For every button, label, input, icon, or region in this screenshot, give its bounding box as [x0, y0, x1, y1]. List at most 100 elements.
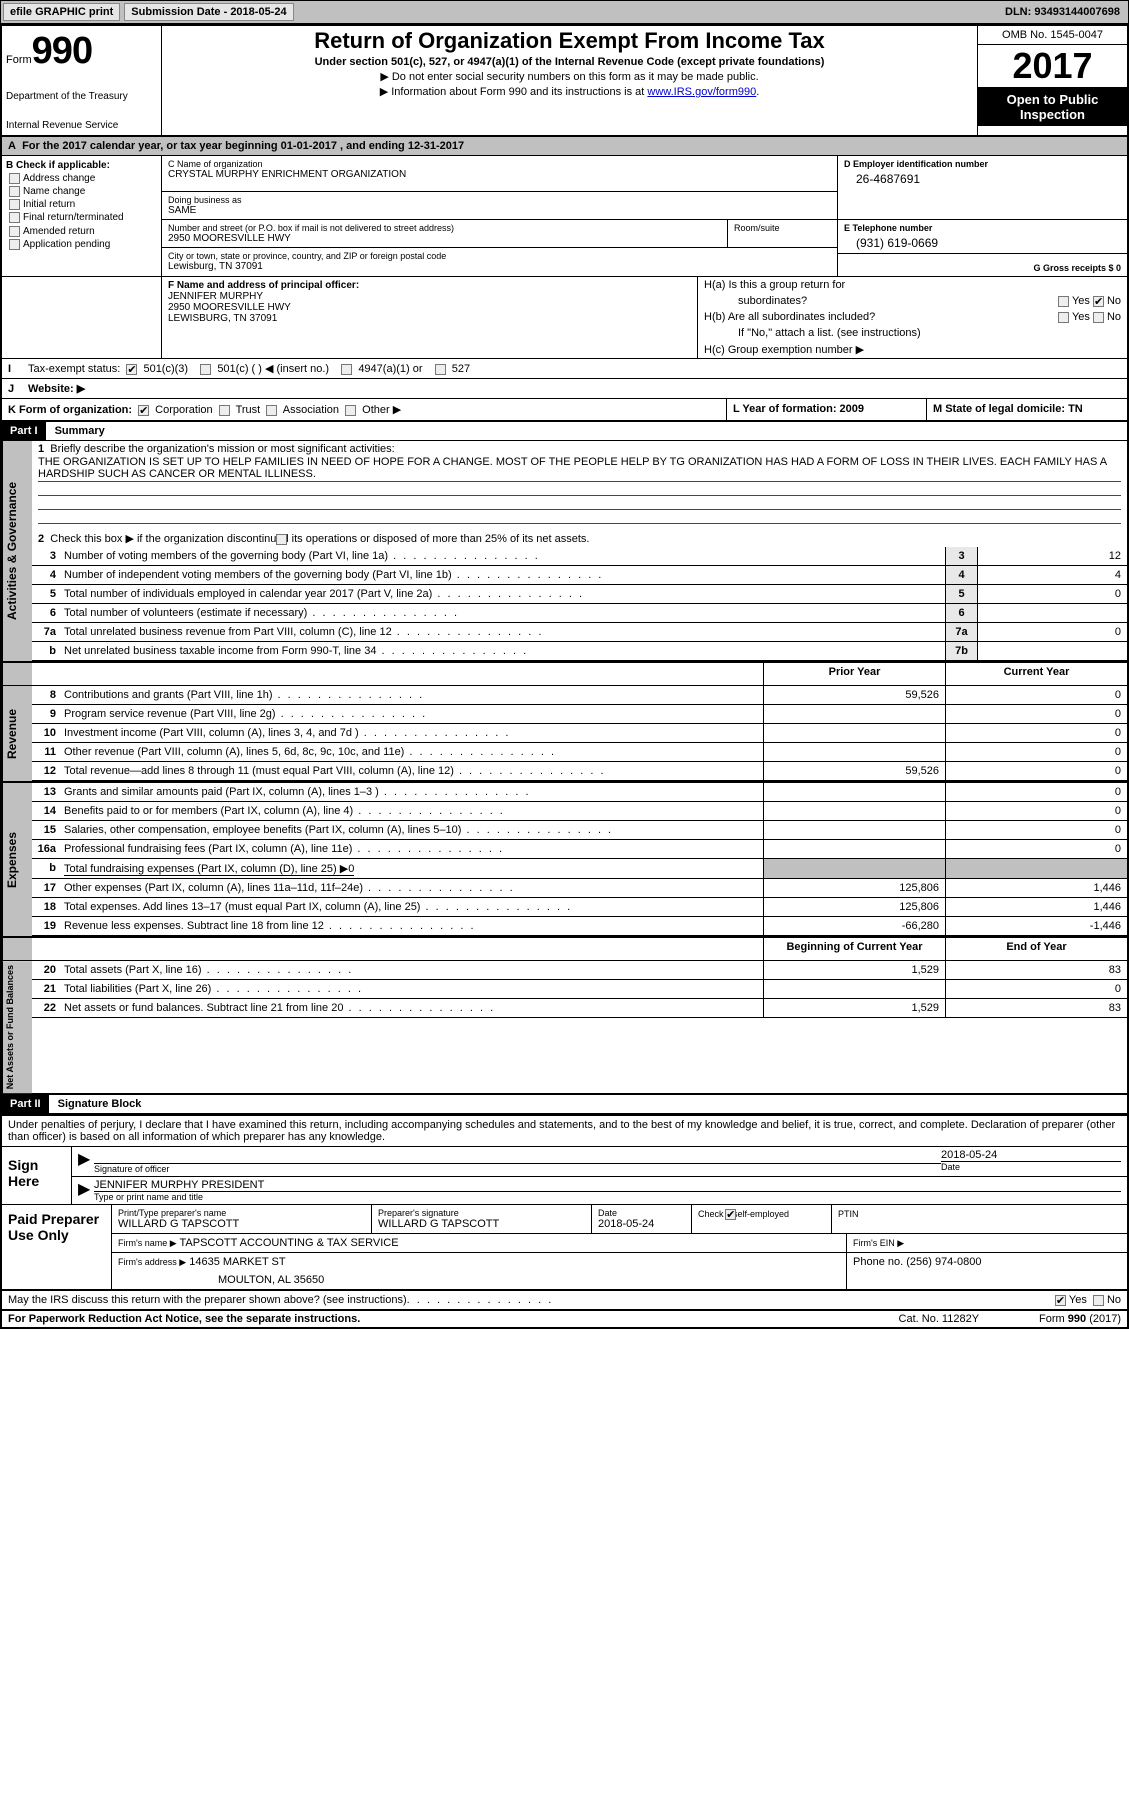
h-a-yes-checkbox[interactable] — [1058, 296, 1069, 307]
discuss-no-checkbox[interactable] — [1093, 1295, 1104, 1306]
preparer-date: 2018-05-24 — [598, 1218, 685, 1230]
irs-label: Internal Revenue Service — [6, 120, 157, 131]
telephone-cell: E Telephone number (931) 619-0669 — [838, 220, 1127, 254]
corporation-checkbox[interactable] — [138, 405, 149, 416]
summary-line: 13Grants and similar amounts paid (Part … — [32, 783, 1127, 802]
summary-line: 16aProfessional fundraising fees (Part I… — [32, 840, 1127, 859]
address-change-checkbox[interactable] — [9, 173, 20, 184]
org-name-cell: C Name of organization CRYSTAL MURPHY EN… — [162, 156, 837, 192]
summary-line: 15Salaries, other compensation, employee… — [32, 821, 1127, 840]
part-ii-header: Part II Signature Block — [2, 1095, 1127, 1114]
net-assets-vlabel: Net Assets or Fund Balances — [2, 961, 32, 1093]
dln-label: DLN: 93493144007698 — [999, 4, 1126, 20]
section-a-tax-year: A For the 2017 calendar year, or tax yea… — [2, 137, 1127, 156]
h-b-no-checkbox[interactable] — [1093, 312, 1104, 323]
discuss-question: May the IRS discuss this return with the… — [8, 1294, 407, 1306]
final-return-checkbox[interactable] — [9, 212, 20, 223]
open-to-public: Open to Public Inspection — [978, 88, 1127, 126]
signature-date: 2018-05-24 — [941, 1149, 1121, 1161]
h-a-no-checkbox[interactable] — [1093, 296, 1104, 307]
summary-line: 18Total expenses. Add lines 13–17 (must … — [32, 898, 1127, 917]
expenses-vlabel: Expenses — [2, 783, 32, 936]
amended-return-checkbox[interactable] — [9, 226, 20, 237]
summary-line: 10Investment income (Part VIII, column (… — [32, 724, 1127, 743]
check-applicable-label: B Check if applicable: — [6, 160, 157, 171]
row-i-tax-status: I Tax-exempt status: 501(c)(3) 501(c) ( … — [2, 358, 1127, 378]
sign-arrow-icon: ▶ — [78, 1149, 94, 1174]
form-title: Return of Organization Exempt From Incom… — [170, 28, 969, 54]
line-16b: b Total fundraising expenses (Part IX, c… — [32, 859, 1127, 879]
revenue-vlabel: Revenue — [2, 686, 32, 781]
treasury-dept: Department of the Treasury — [6, 91, 157, 102]
tax-year: 2017 — [978, 45, 1127, 88]
paid-preparer-label: Paid Preparer Use Only — [2, 1205, 112, 1289]
summary-line: 8Contributions and grants (Part VIII, li… — [32, 686, 1127, 705]
summary-line: 12Total revenue—add lines 8 through 11 (… — [32, 762, 1127, 781]
sign-here-label: Sign Here — [2, 1147, 72, 1204]
firm-address: 14635 MARKET ST — [189, 1256, 285, 1268]
row-j-website: JWebsite: ▶ — [2, 378, 1127, 398]
application-pending-checkbox[interactable] — [9, 239, 20, 250]
summary-line: 6Total number of volunteers (estimate if… — [32, 604, 1127, 623]
form-subtitle: Under section 501(c), 527, or 4947(a)(1)… — [170, 56, 969, 68]
officer-name: JENNIFER MURPHY PRESIDENT — [94, 1179, 1121, 1191]
principal-officer-cell: F Name and address of principal officer:… — [162, 277, 697, 358]
gross-receipts-cell: G Gross receipts $ 0 — [838, 254, 1127, 276]
initial-return-checkbox[interactable] — [9, 199, 20, 210]
submission-date-button[interactable]: Submission Date - 2018-05-24 — [124, 3, 293, 21]
trust-checkbox[interactable] — [219, 405, 230, 416]
summary-line: 14Benefits paid to or for members (Part … — [32, 802, 1127, 821]
summary-line: 17Other expenses (Part IX, column (A), l… — [32, 879, 1127, 898]
row-k-l-m: K Form of organization: Corporation Trus… — [2, 398, 1127, 422]
street-cell: Number and street (or P.O. box if mail i… — [162, 220, 727, 247]
discontinued-checkbox[interactable] — [276, 534, 287, 545]
section-b-checkboxes: B Check if applicable: Address change Na… — [2, 156, 162, 276]
city-cell: City or town, state or province, country… — [162, 248, 837, 275]
summary-line: 19Revenue less expenses. Subtract line 1… — [32, 917, 1127, 936]
527-checkbox[interactable] — [435, 364, 446, 375]
form-header: Form 990 Department of the Treasury Inte… — [2, 26, 1127, 137]
room-suite-cell: Room/suite — [727, 220, 837, 247]
discuss-yes-checkbox[interactable] — [1055, 1295, 1066, 1306]
ein-cell: D Employer identification number 26-4687… — [838, 156, 1127, 220]
form-word: Form — [6, 54, 32, 66]
beg-end-header: Beginning of Current Year End of Year — [2, 938, 1127, 961]
4947-checkbox[interactable] — [341, 364, 352, 375]
form-number: 990 — [32, 30, 92, 73]
preparer-name: WILLARD G TAPSCOTT — [118, 1218, 365, 1230]
page-footer: For Paperwork Reduction Act Notice, see … — [2, 1311, 1127, 1327]
summary-line: 4Number of independent voting members of… — [32, 566, 1127, 585]
association-checkbox[interactable] — [266, 405, 277, 416]
top-toolbar: efile GRAPHIC print Submission Date - 20… — [0, 0, 1129, 24]
info-note: ▶ Information about Form 990 and its ins… — [170, 85, 969, 98]
section-h: H(a) Is this a group return for subordin… — [697, 277, 1127, 358]
summary-line: 22Net assets or fund balances. Subtract … — [32, 999, 1127, 1018]
ssn-note: ▶ Do not enter social security numbers o… — [170, 70, 969, 83]
summary-line: bNet unrelated business taxable income f… — [32, 642, 1127, 661]
mission-block: 1 Briefly describe the organization's mi… — [32, 441, 1127, 526]
signature-block: Under penalties of perjury, I declare th… — [2, 1114, 1127, 1311]
omb-number: OMB No. 1545-0047 — [978, 26, 1127, 45]
summary-line: 11Other revenue (Part VIII, column (A), … — [32, 743, 1127, 762]
self-employed-checkbox[interactable] — [725, 1209, 736, 1220]
efile-print-button[interactable]: efile GRAPHIC print — [3, 3, 120, 21]
irs-link[interactable]: www.IRS.gov/form990 — [647, 86, 756, 98]
firm-name: TAPSCOTT ACCOUNTING & TAX SERVICE — [180, 1237, 399, 1249]
prior-current-header: Prior Year Current Year — [2, 663, 1127, 686]
501c3-checkbox[interactable] — [126, 364, 137, 375]
summary-line: 9Program service revenue (Part VIII, lin… — [32, 705, 1127, 724]
governance-vlabel: Activities & Governance — [2, 441, 32, 661]
name-arrow-icon: ▶ — [78, 1179, 94, 1202]
name-change-checkbox[interactable] — [9, 186, 20, 197]
entity-info-block: B Check if applicable: Address change Na… — [2, 156, 1127, 398]
h-b-yes-checkbox[interactable] — [1058, 312, 1069, 323]
summary-line: 21Total liabilities (Part X, line 26)0 — [32, 980, 1127, 999]
501c-checkbox[interactable] — [200, 364, 211, 375]
form-container: Form 990 Department of the Treasury Inte… — [0, 24, 1129, 1329]
summary-line: 20Total assets (Part X, line 16)1,52983 — [32, 961, 1127, 980]
firm-phone: Phone no. (256) 974-0800 — [853, 1256, 981, 1268]
summary-line: 5Total number of individuals employed in… — [32, 585, 1127, 604]
other-checkbox[interactable] — [345, 405, 356, 416]
summary-line: 7aTotal unrelated business revenue from … — [32, 623, 1127, 642]
dba-cell: Doing business as SAME — [162, 192, 837, 220]
